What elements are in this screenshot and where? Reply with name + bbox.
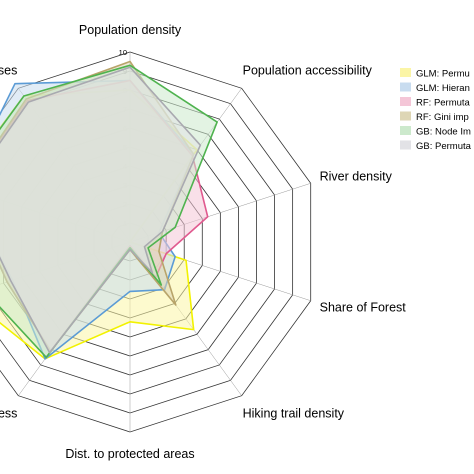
series-polygon-6 <box>0 66 202 354</box>
axis-label: roughness <box>0 407 17 421</box>
axis-labels: Population density Population accessibili… <box>0 23 406 461</box>
radar-series <box>0 60 218 360</box>
axis-label: Dist. to protected areas <box>65 447 194 461</box>
legend-label-6: GB: Permuta <box>416 141 472 152</box>
legend-swatch-3 <box>400 97 411 106</box>
legend-swatch-1 <box>400 68 411 77</box>
legend-swatch-5 <box>400 126 411 135</box>
axis-label: Share of Forest <box>320 301 407 315</box>
legend-label-5: GB: Node Im <box>416 127 471 138</box>
axis-label: Hiking trail density <box>243 407 345 421</box>
axis-label: Population density <box>79 23 182 37</box>
tick-label: 10 <box>119 48 127 57</box>
legend-label-1: GLM: Permu <box>416 69 470 80</box>
legend-label-2: GLM: Hieran <box>416 83 470 94</box>
axis-label: River density <box>320 169 393 183</box>
legend-label-4: RF: Gini imp <box>416 112 469 123</box>
legend-swatch-2 <box>400 82 411 92</box>
axis-label: Population accessibility <box>243 63 373 77</box>
legend-swatch-4 <box>400 111 411 121</box>
legend: GLM: Permu GLM: Hieran RF: Permuta RF: Gini… <box>400 68 472 152</box>
axis-label: use classes <box>0 63 17 77</box>
legend-swatch-6 <box>400 140 411 150</box>
legend-label-3: RF: Permuta <box>416 98 471 109</box>
